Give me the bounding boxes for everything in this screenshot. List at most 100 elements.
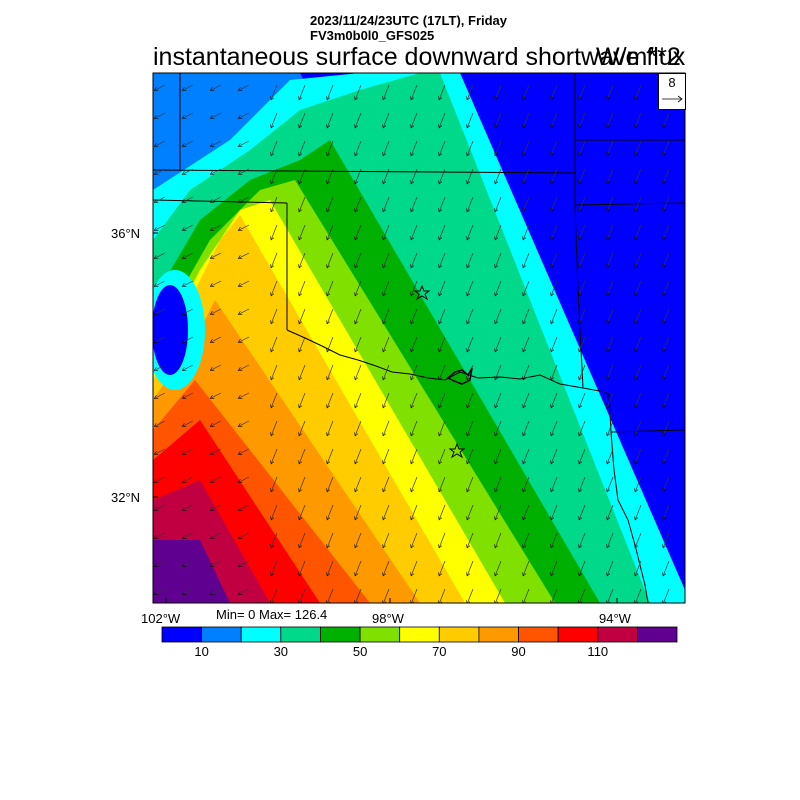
wind-vector	[271, 140, 278, 156]
wind-vector	[271, 476, 278, 492]
wind-vector	[299, 224, 306, 240]
wind-vector	[579, 560, 586, 576]
wind-vector	[635, 448, 642, 464]
wind-vector	[383, 476, 390, 492]
wind-vector	[271, 308, 278, 324]
wind-vector	[635, 532, 642, 548]
wind-vector	[383, 280, 390, 296]
wind-vector	[238, 280, 250, 286]
wind-vector	[663, 392, 670, 408]
wind-vector	[607, 196, 614, 212]
wind-vector	[607, 532, 614, 548]
lat-label-36n: 36°N	[111, 226, 141, 241]
wind-vector	[327, 504, 334, 520]
wind-vector	[467, 560, 474, 576]
wind-vector	[182, 560, 194, 566]
model-header: FV3m0b0l0_GFS025	[310, 28, 435, 43]
wind-vector	[495, 420, 502, 436]
wind-vector	[271, 448, 278, 464]
wind-vector	[439, 84, 446, 100]
wind-vector	[439, 588, 446, 603]
wind-vector	[439, 364, 446, 380]
wind-vector	[411, 336, 418, 352]
wind-vector	[523, 112, 530, 128]
wind-vector	[355, 112, 362, 128]
wind-vector	[271, 336, 278, 352]
star-icon	[413, 284, 431, 301]
wind-vector	[327, 448, 334, 464]
colorbar-label-30: 30	[273, 644, 289, 659]
wind-vector	[327, 140, 334, 156]
wind-vector	[327, 560, 334, 576]
wind-vector	[210, 588, 222, 594]
wind-vector	[523, 364, 530, 380]
wind-vector	[182, 280, 194, 286]
wind-vector	[271, 196, 278, 212]
wind-vector	[579, 476, 586, 492]
wind-vector	[607, 364, 614, 380]
wind-vector	[411, 224, 418, 240]
wind-vector	[467, 168, 474, 184]
wind-vector	[523, 532, 530, 548]
wind-vector	[154, 420, 166, 426]
wind-vector	[635, 476, 642, 492]
wind-vector	[154, 112, 166, 118]
wind-vector	[635, 588, 642, 603]
wind-vector	[411, 420, 418, 436]
wind-vector	[154, 84, 166, 90]
wind-vector	[210, 252, 222, 258]
colorbar-label-70: 70	[432, 644, 447, 659]
wind-vector	[467, 280, 474, 296]
wind-vector	[154, 196, 166, 202]
wind-vector	[579, 140, 586, 156]
wind-vector	[210, 392, 222, 398]
wind-vector	[551, 560, 558, 576]
wind-vector	[663, 588, 670, 603]
wind-vector	[271, 224, 278, 240]
wind-vector	[238, 588, 250, 594]
wind-vector	[523, 476, 530, 492]
wind-vector	[579, 420, 586, 436]
wind-vector	[439, 336, 446, 352]
red-river-border	[286, 329, 584, 389]
wind-vector	[523, 280, 530, 296]
colorbar-label-90: 90	[511, 644, 526, 659]
wind-vector	[411, 140, 418, 156]
wind-vector	[467, 448, 474, 464]
wind-vector	[467, 308, 474, 324]
wind-vector	[523, 140, 530, 156]
wind-vector	[238, 336, 250, 342]
wind-vector	[607, 392, 614, 408]
wind-vector	[607, 280, 614, 296]
wind-vector	[355, 140, 362, 156]
wind-vector	[607, 252, 614, 268]
wind-vector	[495, 560, 502, 576]
wind-vector	[383, 224, 390, 240]
wind-vector	[238, 448, 250, 454]
wind-vector	[327, 84, 334, 100]
arkansas-border	[574, 73, 685, 433]
station-markers	[413, 284, 473, 459]
wind-vector	[663, 336, 670, 352]
wind-vector	[182, 336, 194, 342]
louisiana-texas-border	[610, 431, 649, 603]
wind-vector	[495, 364, 502, 380]
wind-vector	[411, 84, 418, 100]
wind-vector	[551, 280, 558, 296]
wind-vector	[523, 196, 530, 212]
wind-vector	[663, 280, 670, 296]
wind-vector	[355, 392, 362, 408]
wind-vector	[579, 364, 586, 380]
wind-vector	[467, 196, 474, 212]
wind-vector	[327, 196, 334, 212]
wind-vector	[299, 252, 306, 268]
wind-vector	[411, 112, 418, 128]
wind-vector	[663, 476, 670, 492]
wind-vector	[551, 392, 558, 408]
wind-vector	[607, 560, 614, 576]
wind-vector	[299, 112, 306, 128]
wind-vector	[495, 336, 502, 352]
wind-vector	[495, 224, 502, 240]
wind-vector	[355, 420, 362, 436]
lake-outline	[446, 367, 473, 385]
